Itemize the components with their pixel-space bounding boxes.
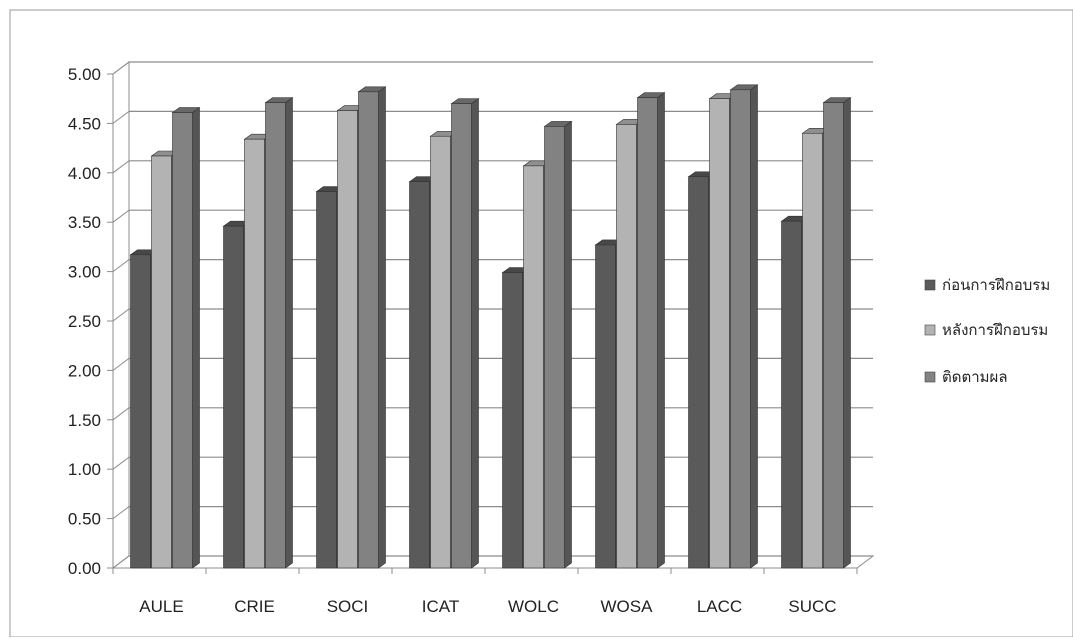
bar-side <box>471 98 479 569</box>
x-category-label: AULE <box>139 597 183 616</box>
y-tick-label: 3.50 <box>68 213 101 232</box>
gridline-side <box>112 111 130 124</box>
x-category-label: CRIE <box>234 597 275 616</box>
bar-front <box>688 176 709 569</box>
gridline-side <box>112 506 130 519</box>
y-tick-label: 1.50 <box>68 411 101 430</box>
bar-side <box>378 86 386 569</box>
y-tick-label: 4.00 <box>68 164 101 183</box>
bar-front <box>223 225 244 569</box>
legend-item: ก่อนการฝึกอบรม <box>924 277 1050 294</box>
gridline-side <box>112 308 130 322</box>
bar-front <box>502 272 523 569</box>
legend-label: ติดตามผล <box>942 369 1008 386</box>
bar-succ-3 <box>822 97 852 569</box>
bar-front <box>265 102 286 569</box>
bar-side <box>843 97 851 569</box>
gridline-side <box>112 555 130 569</box>
legend-swatch <box>924 324 936 336</box>
y-tick-label: 3.00 <box>68 263 101 282</box>
x-category-label: SUCC <box>788 597 836 616</box>
bar-front <box>730 89 751 569</box>
bar-front <box>451 103 472 569</box>
bar-wosa-3 <box>636 92 666 569</box>
bar-front <box>337 110 358 569</box>
bar-front <box>544 126 565 569</box>
x-category-label: WOSA <box>601 597 654 616</box>
bar-front <box>172 112 193 569</box>
bar-front <box>130 254 151 569</box>
bar-side <box>564 120 572 569</box>
legend-swatch <box>924 371 936 383</box>
bar-front <box>430 135 451 569</box>
bar-front <box>637 97 658 569</box>
legend-item: หลังการฝึกอบรม <box>924 322 1048 339</box>
bar-side <box>285 97 293 569</box>
gridline-side <box>112 209 130 223</box>
bar-front <box>616 124 637 569</box>
y-tick-label: 2.00 <box>68 361 101 380</box>
y-tick-label: 0.50 <box>68 510 101 529</box>
x-category-label: SOCI <box>327 597 369 616</box>
gridline-side <box>112 456 130 470</box>
bar-front <box>316 191 337 569</box>
gridline-side <box>112 61 130 75</box>
y-tick-label: 4.50 <box>68 114 101 133</box>
legend-swatch <box>924 279 936 291</box>
bar-front <box>409 181 430 569</box>
bar-side <box>657 92 665 569</box>
legend-label: หลังการฝึกอบรม <box>942 322 1048 339</box>
y-tick-label: 1.00 <box>68 460 101 479</box>
bar-front <box>709 98 730 569</box>
gridline-side <box>112 259 130 273</box>
bar-front <box>802 132 823 569</box>
bar-side <box>750 84 758 569</box>
bar-front <box>244 138 265 569</box>
bar-side <box>192 106 200 569</box>
y-tick-label: 2.50 <box>68 312 101 331</box>
bar-icat-3 <box>450 98 480 569</box>
x-category-label: ICAT <box>422 597 459 616</box>
legend-item: ติดตามผล <box>924 369 1008 386</box>
bar-wolc-3 <box>543 120 573 569</box>
legend-label: ก่อนการฝึกอบรม <box>942 277 1050 294</box>
bar-soci-3 <box>357 86 387 569</box>
bar-front <box>151 155 172 569</box>
bar-front <box>781 220 802 569</box>
bar-lacc-3 <box>729 84 759 569</box>
y-tick-label: 5.00 <box>68 65 101 84</box>
bar-crie-3 <box>264 97 294 569</box>
x-category-label: WOLC <box>508 597 559 616</box>
bar-front <box>358 91 379 569</box>
gridline-side <box>112 357 130 371</box>
x-axis-labels: AULE CRIE SOCI ICAT WOLC WOSA LACC SUCC <box>112 568 858 616</box>
gridline-side <box>112 160 130 174</box>
bars <box>129 84 852 569</box>
x-category-label: LACC <box>697 597 742 616</box>
gridline-side <box>112 407 130 421</box>
bar-front <box>595 244 616 569</box>
bar-aule-3 <box>171 106 201 569</box>
y-axis-ticks: 0.00 0.50 1.00 1.50 2.00 2.50 3.00 3.50 4.00 4.50… <box>68 65 113 578</box>
bar-front <box>823 102 844 569</box>
y-tick-label: 0.00 <box>68 559 101 578</box>
bar-front <box>523 165 544 569</box>
